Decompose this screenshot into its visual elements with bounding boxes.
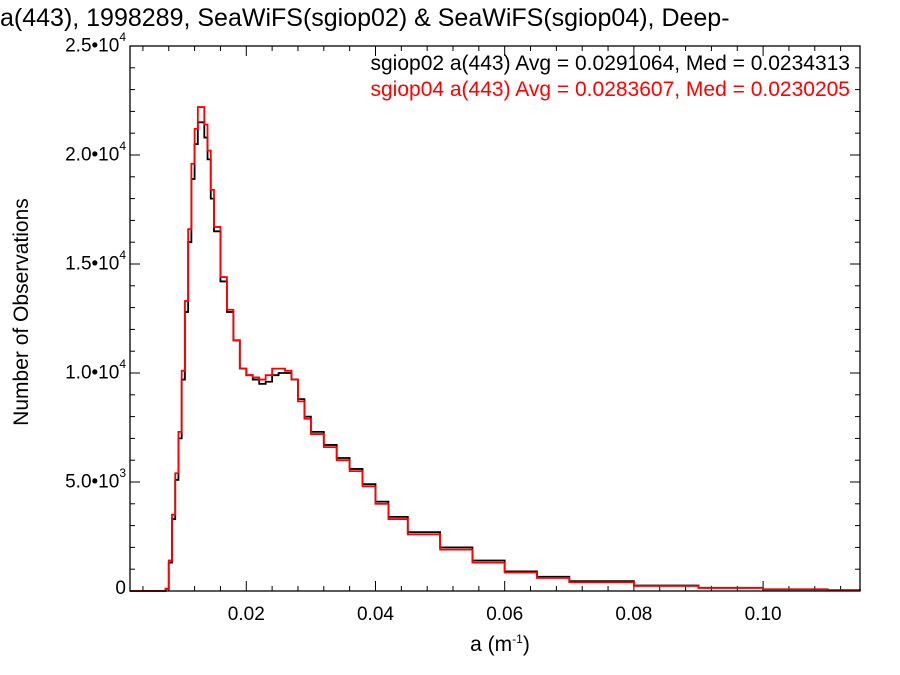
x-axis-label-exponent: -1 <box>512 632 523 646</box>
y-tick-label: 1.5•104 <box>65 248 126 275</box>
series-sgiop02-line <box>130 121 861 592</box>
y-tick-label: 0 <box>115 578 126 599</box>
x-axis-label-main: a (m <box>470 633 513 656</box>
y-tick-label: 5.0•103 <box>65 466 126 493</box>
y-tick-label: 1.0•104 <box>65 357 126 384</box>
y-axis-label: Number of Observations <box>10 198 33 426</box>
legend-entry-sgiop02: sgiop02 a(443) Avg = 0.0291064, Med = 0.… <box>370 52 850 75</box>
series-layer <box>130 106 861 592</box>
y-tick-label: 2.5•104 <box>65 30 126 57</box>
x-tick-label: 0.04 <box>356 604 394 625</box>
x-tick-label: 0.08 <box>615 604 653 625</box>
series-sgiop04-line <box>130 106 861 592</box>
chart-title: a(443), 1998289, SeaWiFS(sgiop02) & SeaW… <box>0 4 730 32</box>
y-tick-label: 2.0•104 <box>65 139 126 166</box>
plot-frame <box>129 45 861 592</box>
legend-entry-sgiop04: sgiop04 a(443) Avg = 0.0283607, Med = 0.… <box>370 78 850 101</box>
plot-area <box>130 45 860 592</box>
x-axis-label: a (m-1) <box>400 632 600 657</box>
x-axis-label-suffix: ) <box>522 633 530 656</box>
x-tick-label: 0.06 <box>486 604 524 625</box>
x-tick-label: 0.10 <box>744 604 782 625</box>
x-tick-label: 0.02 <box>227 604 265 625</box>
